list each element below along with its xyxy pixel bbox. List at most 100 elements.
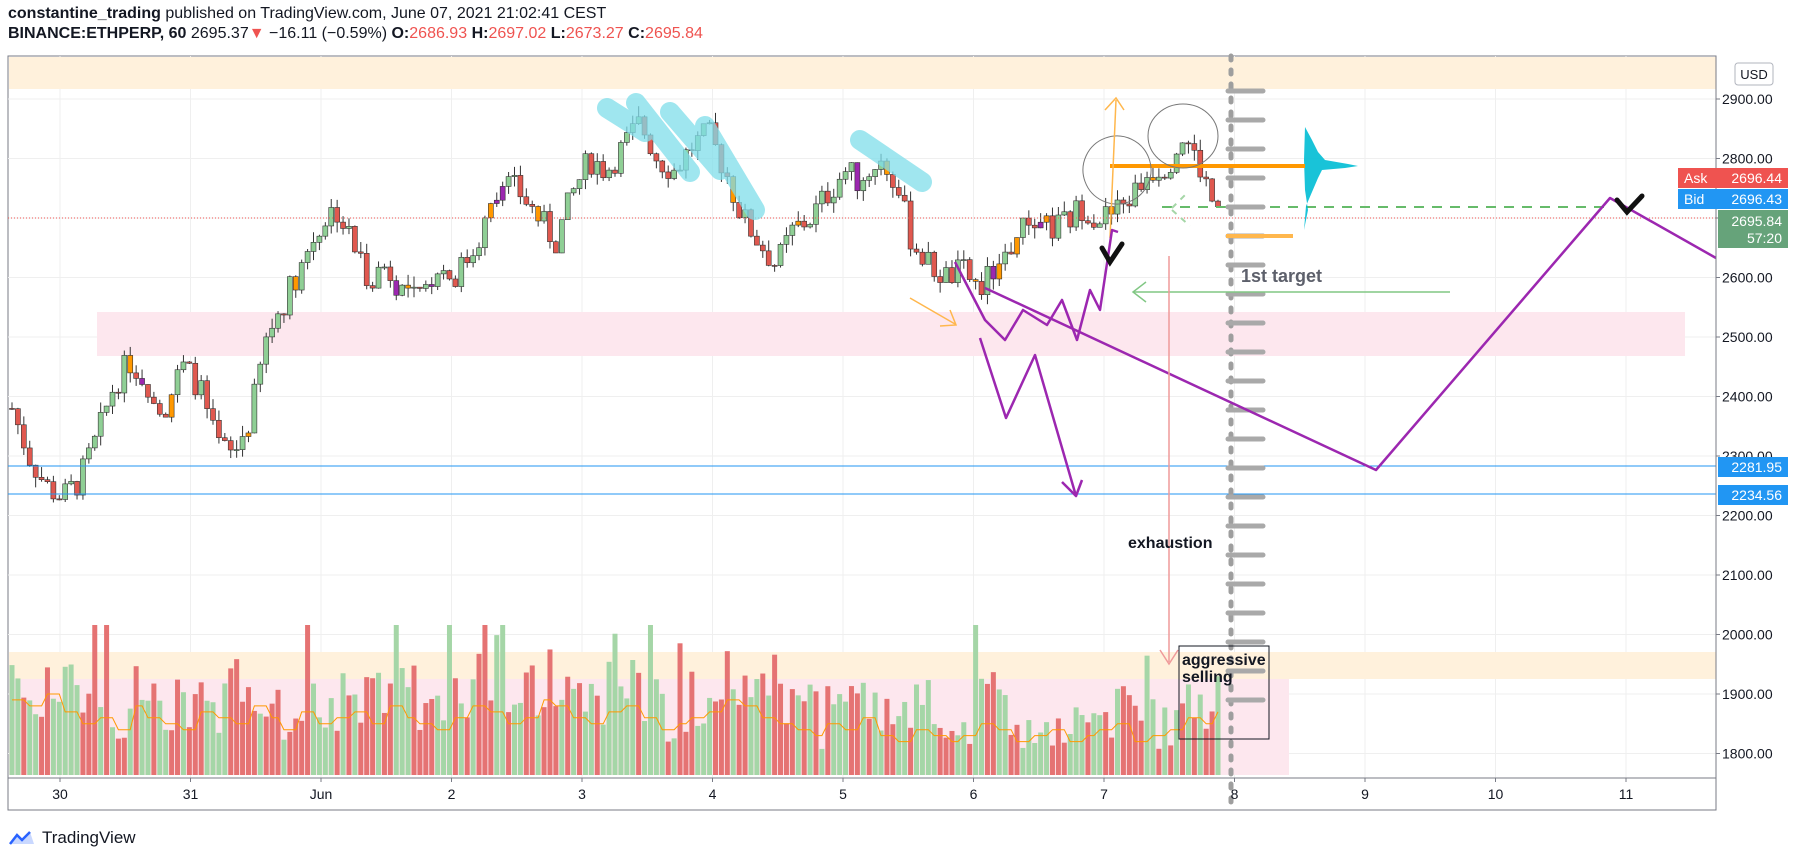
- candle-body: [895, 187, 902, 196]
- time-tick-label: 31: [183, 786, 199, 802]
- candle-body: [558, 219, 565, 254]
- candle: [1043, 213, 1050, 231]
- candle: [369, 281, 376, 292]
- volume-bar: [695, 725, 701, 775]
- volume-bar: [724, 651, 730, 775]
- candle: [1008, 242, 1014, 255]
- currency-badge[interactable]: [1734, 62, 1774, 86]
- volume-bar: [1038, 732, 1044, 775]
- volume-bar: [1109, 737, 1115, 775]
- volume-bar: [405, 687, 411, 775]
- candle-body: [452, 278, 459, 287]
- volume-bar: [778, 683, 784, 775]
- candle-body: [511, 175, 518, 177]
- brand-name[interactable]: TradingView: [42, 828, 136, 847]
- candle-body: [251, 383, 258, 434]
- volume-bar: [423, 703, 429, 775]
- volume-bar: [594, 695, 600, 775]
- circle-annotation-2: [1147, 103, 1219, 169]
- candle: [423, 280, 429, 292]
- volume-bar: [961, 722, 967, 775]
- candle: [972, 278, 979, 290]
- candle: [210, 399, 216, 425]
- volume-bar: [500, 625, 506, 775]
- candle: [411, 276, 417, 298]
- candle: [328, 198, 335, 234]
- time-axis[interactable]: 30 31 Jun 2 3 4 5 6 7 8 9 10 11: [52, 778, 1633, 802]
- candle: [405, 274, 411, 298]
- volume-bar: [1103, 712, 1109, 775]
- volume-bar: [1174, 710, 1180, 775]
- volume-bar: [902, 701, 908, 775]
- volume-bar: [872, 692, 878, 775]
- candle-body: [74, 481, 80, 496]
- volume-bar: [943, 737, 949, 775]
- candle: [440, 264, 447, 280]
- time-tick-label: 6: [970, 786, 978, 802]
- candle-body: [446, 270, 453, 280]
- candle-body: [765, 250, 772, 266]
- volume-zone-orange: [9, 652, 1716, 679]
- volume-bar: [730, 689, 736, 775]
- volume-bar: [1008, 734, 1014, 775]
- volume-bar: [387, 683, 393, 775]
- candle-body: [1144, 177, 1150, 190]
- symbol-label[interactable]: BINANCE:ETHPERP, 60: [8, 25, 187, 42]
- candle-body: [334, 207, 340, 223]
- time-tick-label: 5: [839, 786, 847, 802]
- volume-bar: [476, 653, 482, 775]
- candle: [517, 165, 524, 205]
- candle: [1191, 134, 1198, 161]
- candle: [771, 264, 778, 272]
- volume-bar: [417, 729, 423, 775]
- candle-body: [1067, 211, 1074, 228]
- price-change: −16.11 (−0.59%): [269, 25, 388, 42]
- candle-body: [263, 336, 270, 365]
- volume-bar: [1209, 711, 1215, 775]
- volume-bar: [275, 689, 281, 775]
- volume-bar: [464, 717, 470, 775]
- volume-bar: [175, 679, 181, 775]
- price-tick-label: 2000.00: [1722, 627, 1773, 643]
- level-tag-2: 2234.56: [1718, 485, 1788, 505]
- candle-body: [653, 153, 660, 162]
- volume-bar: [104, 625, 110, 775]
- volume-bar: [565, 676, 571, 775]
- volume-bar: [293, 718, 299, 775]
- volume-bar: [316, 717, 322, 775]
- candle-body: [162, 413, 169, 418]
- volume-bar: [789, 689, 795, 775]
- candle-body: [9, 408, 15, 410]
- candle-body: [1026, 217, 1032, 226]
- candle-body: [482, 217, 488, 249]
- candle: [204, 375, 210, 419]
- candle-body: [777, 244, 784, 266]
- price-chart[interactable]: 1st target exhaustion aggressive selling…: [0, 0, 1805, 830]
- volume-bar: [80, 712, 86, 775]
- tradingview-logo-icon[interactable]: [8, 829, 36, 847]
- candle-body: [659, 160, 666, 173]
- low-value: 2673.27: [565, 25, 624, 42]
- author-name[interactable]: constantine_trading: [8, 5, 161, 22]
- candle-body: [600, 161, 606, 179]
- candle: [901, 185, 908, 203]
- volume-bar: [1185, 684, 1191, 775]
- volume-bar: [186, 727, 192, 775]
- exhaustion-label: exhaustion: [1128, 535, 1212, 552]
- volume-bar: [39, 716, 45, 775]
- candle: [80, 455, 86, 500]
- level-tag-1: 2281.95: [1718, 457, 1788, 477]
- candle-body: [15, 408, 21, 426]
- candle: [275, 311, 281, 333]
- volume-bar: [115, 738, 121, 775]
- volume-bar: [210, 702, 216, 775]
- candle-body: [1055, 214, 1062, 239]
- volume-bar: [1026, 720, 1032, 775]
- volume-bar: [517, 702, 523, 775]
- volume-bar: [659, 693, 665, 775]
- volume-bar: [577, 683, 583, 775]
- volume-bar: [192, 694, 198, 775]
- candle: [523, 188, 530, 207]
- candle-body: [813, 203, 819, 225]
- candle-body: [576, 179, 583, 189]
